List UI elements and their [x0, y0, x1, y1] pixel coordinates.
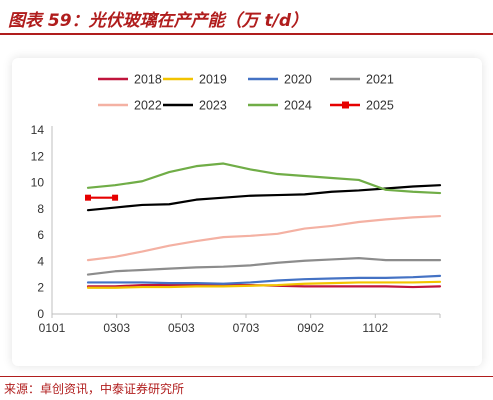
title-underline [0, 33, 493, 35]
y-tick-label: 4 [37, 254, 44, 268]
legend-label-2019: 2019 [199, 73, 227, 87]
x-tick-label: 1102 [362, 321, 388, 335]
legend-label-2022: 2022 [134, 99, 162, 113]
series-line-2024 [86, 162, 442, 195]
legend-marker-2025 [342, 101, 349, 109]
series-marker-2025 [85, 194, 91, 201]
y-tick-label: 6 [37, 228, 44, 242]
y-tick-label: 12 [31, 149, 45, 163]
y-tick-label: 0 [37, 307, 44, 321]
series-line-2019 [86, 280, 442, 289]
legend-label-2023: 2023 [199, 99, 227, 113]
y-tick-label: 10 [31, 176, 45, 190]
y-tick-label: 14 [31, 123, 45, 137]
source-note: 来源：卓创资讯，中泰证券研究所 [4, 382, 185, 396]
line-chart: 0 2 4 6 8 10 12 14 0101 0303 0503 0703 0902 1102 2018 2… [31, 73, 442, 335]
x-tick-label: 0703 [233, 321, 260, 335]
figure-title: 图表 59：光伏玻璃在产产能（万 t/d） [8, 11, 308, 31]
series-marker-2025 [112, 194, 119, 201]
legend-label-2020: 2020 [284, 73, 312, 87]
series-line-2022 [86, 214, 442, 262]
chart-panel [12, 58, 482, 366]
x-tick-label: 0303 [103, 321, 130, 335]
series-line-2020 [86, 274, 442, 285]
series-line-2021 [86, 257, 442, 276]
y-tick-label: 8 [37, 202, 44, 216]
x-tick-label: 0902 [297, 321, 324, 335]
legend-label-2021: 2021 [366, 73, 394, 87]
footer-divider [0, 376, 493, 377]
legend-label-2024: 2024 [284, 99, 312, 113]
x-tick-label: 0101 [39, 321, 66, 335]
title-bar: 图表 59：光伏玻璃在产产能（万 t/d） [0, 0, 493, 35]
y-tick-label: 2 [37, 281, 44, 295]
legend-label-2018: 2018 [134, 73, 162, 87]
legend-label-2025: 2025 [366, 99, 394, 113]
x-tick-label: 0503 [168, 321, 195, 335]
